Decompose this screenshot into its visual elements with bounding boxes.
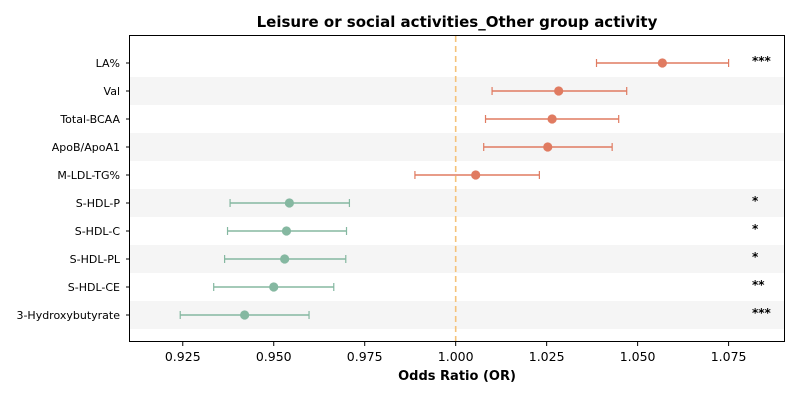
x-tick-label: 1.025 — [529, 349, 565, 364]
row-band — [130, 189, 785, 217]
y-tick-label: Total-BCAA — [59, 113, 120, 126]
significance-label: *** — [752, 306, 772, 320]
x-tick-label: 0.950 — [256, 349, 292, 364]
x-tick-label: 1.075 — [711, 349, 747, 364]
y-tick-label: S-HDL-CE — [68, 281, 120, 294]
plot-frame — [129, 35, 785, 342]
y-tick-label: M-LDL-TG% — [57, 169, 120, 182]
significance-label: * — [752, 250, 759, 264]
or-point — [269, 282, 279, 292]
y-tick-label: S-HDL-PL — [70, 253, 121, 266]
significance-label: * — [752, 222, 759, 236]
y-tick-label: LA% — [96, 57, 120, 70]
or-point — [554, 86, 564, 96]
or-point — [240, 310, 250, 320]
or-point — [284, 198, 294, 208]
odds-ratio-points — [240, 58, 667, 320]
or-point — [471, 170, 481, 180]
x-axis: 0.925 0.950 0.975 1.000 1.025 1.050 1.075 — [165, 342, 747, 364]
x-tick-label: 0.975 — [347, 349, 383, 364]
row-band — [130, 133, 785, 161]
significance-labels: *********** — [752, 54, 772, 320]
y-tick-label: S-HDL-C — [75, 225, 121, 238]
significance-label: ** — [752, 278, 765, 292]
row-band — [130, 77, 785, 105]
or-point — [280, 254, 290, 264]
chart-title: Leisure or social activities_Other group… — [257, 13, 658, 31]
x-tick-label: 1.050 — [620, 349, 656, 364]
y-tick-label: Val — [104, 85, 120, 98]
or-point — [281, 226, 292, 236]
y-axis: LA% Val Total-BCAA ApoB/ApoA1 M-LDL-TG% S-HDL… — [16, 57, 130, 322]
y-tick-label: 3-Hydroxybutyrate — [16, 309, 120, 322]
or-point — [547, 114, 557, 124]
x-tick-label: 1.000 — [438, 349, 474, 364]
significance-label: *** — [752, 54, 772, 68]
row-bands — [130, 77, 785, 329]
or-point — [657, 58, 667, 68]
x-tick-label: 0.925 — [165, 349, 201, 364]
y-tick-label: ApoB/ApoA1 — [52, 141, 120, 154]
significance-label: * — [752, 194, 759, 208]
y-tick-label: S-HDL-P — [76, 197, 121, 210]
or-point — [543, 142, 553, 152]
x-axis-label: Odds Ratio (OR) — [398, 369, 516, 384]
